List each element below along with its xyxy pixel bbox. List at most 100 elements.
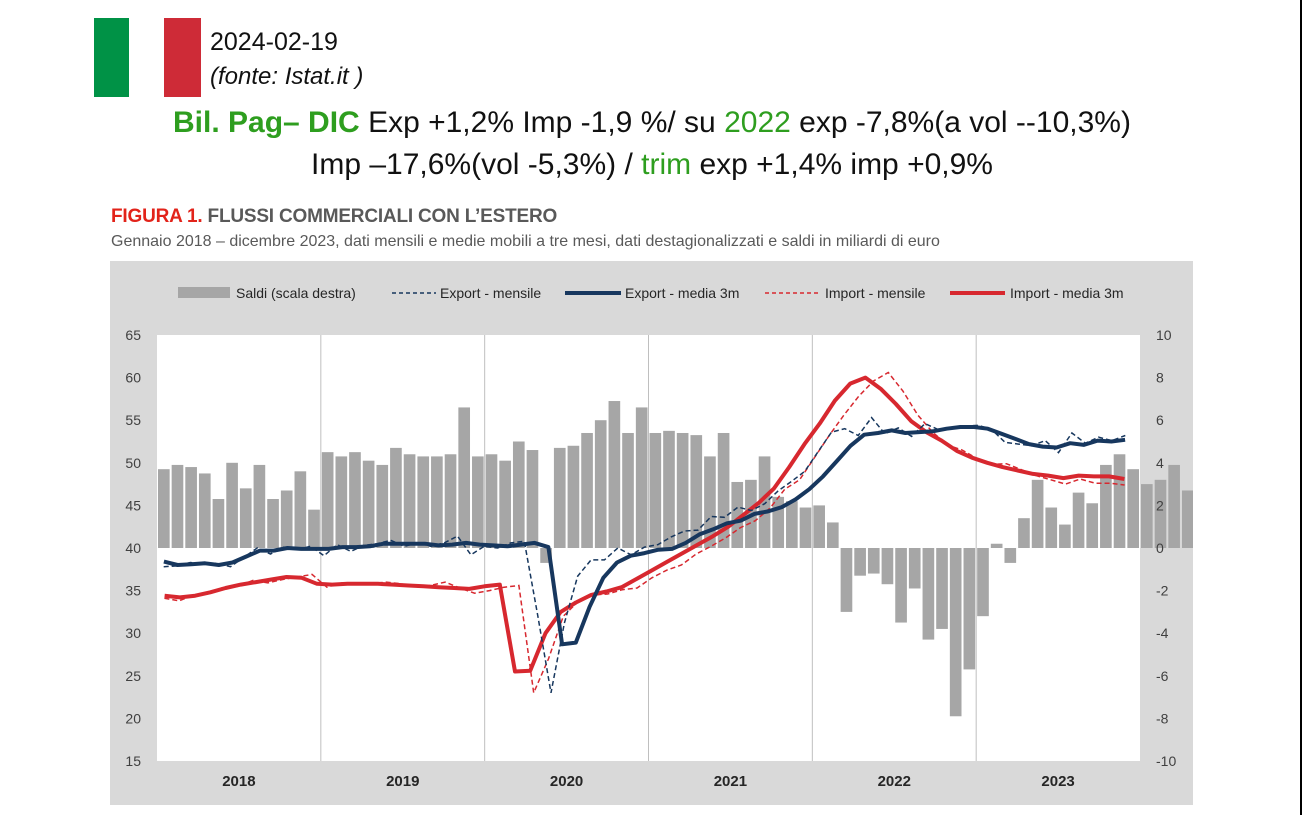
date-label: 2024-02-19 [210, 28, 338, 56]
saldi-bar [908, 548, 921, 589]
headline-text-2: exp -7,8%(a vol --10,3%) [790, 106, 1131, 139]
saldi-bar [526, 450, 539, 548]
saldi-bar [731, 481, 744, 548]
x-tick-label: 2019 [386, 773, 419, 790]
saldi-bar [376, 464, 389, 548]
y-left-tick-label: 35 [125, 583, 141, 599]
saldi-bar [226, 462, 238, 548]
y-left-tick-label: 50 [125, 455, 141, 471]
saldi-bar [758, 456, 771, 548]
trade-flows-chart: 15 20 25 30 35 40 45 50 55 60 65 -10 -8 -6 -4 -2 0 2 4 6 8 10… [110, 261, 1193, 805]
saldi-bar [294, 471, 307, 548]
headline-trim: trim [641, 148, 692, 181]
y-right-tick-label: 2 [1156, 497, 1164, 513]
chart-legend: Saldi (scala destra) Export - mensile Expo… [178, 285, 1124, 301]
saldi-bar [649, 432, 662, 548]
headline-label: Bil. Pag– DIC [173, 106, 360, 139]
saldi-bar [854, 548, 866, 576]
saldi-bar [690, 435, 703, 548]
saldi-bar [458, 407, 471, 548]
saldi-bar [335, 456, 348, 548]
y-left-tick-label: 15 [125, 753, 141, 769]
legend-label: Saldi (scala destra) [236, 285, 356, 301]
legend-label: Import - mensile [825, 285, 926, 301]
saldi-bar [799, 507, 812, 548]
saldi-bar [635, 407, 648, 548]
saldi-bar [1154, 479, 1167, 548]
y-left-tick-label: 65 [125, 327, 141, 343]
y-right-tick-label: 6 [1156, 412, 1164, 428]
figure-title-text: FLUSSI COMMERCIALI CON L’ESTERO [202, 206, 558, 227]
saldi-bar [949, 548, 962, 717]
source-label: (fonte: Istat.it ) [210, 63, 364, 90]
headline-text-1: Exp +1,2% Imp -1,9 %/ su [359, 106, 725, 139]
saldi-bar [417, 456, 430, 548]
saldi-bar [308, 509, 320, 548]
saldi-bar [403, 454, 416, 548]
saldi-bar [826, 522, 839, 548]
saldi-bar [663, 430, 675, 548]
saldi-bar [840, 548, 853, 612]
saldi-bar [1100, 464, 1112, 548]
italian-flag-red [164, 18, 201, 97]
headline-text-3: Imp –17,6%(vol -5,3%) / [311, 148, 642, 181]
figure-title: FIGURA 1. FLUSSI COMMERCIALI CON L’ESTER… [111, 206, 557, 228]
saldi-bar [1181, 490, 1193, 548]
import-avg3m-line [164, 375, 1125, 674]
x-tick-label: 2023 [1041, 773, 1074, 790]
saldi-bar [772, 496, 785, 548]
saldi-bar [1031, 479, 1044, 548]
saldi-bar [1086, 503, 1099, 548]
headline-text-4: exp +1,4% imp +0,9% [691, 148, 993, 181]
saldi-bar [676, 432, 689, 548]
y-right-tick-label: 10 [1156, 327, 1172, 343]
y-left-tick-label: 60 [125, 370, 141, 386]
saldi-bar [512, 441, 525, 548]
saldi-bar [212, 499, 225, 548]
y-right-tick-label: -10 [1156, 753, 1176, 769]
saldi-bar [267, 499, 279, 548]
legend-label: Import - media 3m [1010, 285, 1124, 301]
saldi-bar [1004, 548, 1017, 563]
saldi-bar [253, 464, 266, 548]
headline-line-1: Bil. Pag– DIC Exp +1,2% Imp -1,9 %/ su 2… [0, 106, 1304, 140]
saldi-bar [280, 490, 293, 548]
legend-swatch-saldi [178, 287, 230, 298]
y-left-tick-label: 45 [125, 497, 141, 513]
y-right-tick-label: 0 [1156, 540, 1164, 556]
y-right-tick-label: -8 [1156, 710, 1169, 726]
legend-label: Export - media 3m [625, 285, 739, 301]
saldi-bar [594, 420, 607, 548]
x-tick-label: 2022 [878, 773, 911, 790]
y-left-tick-label: 55 [125, 412, 141, 428]
saldi-bar [349, 452, 361, 548]
y-right-tick-label: -2 [1156, 583, 1169, 599]
saldi-bar [895, 548, 907, 623]
saldi-bar [990, 543, 1003, 548]
saldi-bar [239, 488, 252, 548]
saldi-bar [321, 452, 334, 548]
y-left-tick-label: 20 [125, 710, 141, 726]
saldi-bar [472, 456, 484, 548]
saldi-bar [553, 447, 566, 548]
saldi-bar [1059, 524, 1071, 548]
saldi-bar [1072, 492, 1085, 548]
saldi-bar [977, 548, 989, 617]
saldi-bar [431, 456, 443, 548]
saldi-bar [499, 460, 511, 548]
saldi-bar [1141, 484, 1153, 548]
y-left-tick-label: 25 [125, 668, 141, 684]
legend-label: Export - mensile [440, 285, 541, 301]
figure-subtitle: Gennaio 2018 – dicembre 2023, dati mensi… [111, 233, 940, 250]
saldi-bar [1168, 464, 1180, 548]
saldi-bar [786, 501, 798, 548]
saldi-bar [608, 401, 621, 548]
export-avg3m-line [163, 425, 1126, 647]
saldi-bar [390, 447, 402, 548]
y-right-tick-label: 4 [1156, 455, 1164, 471]
x-tick-label: 2018 [222, 773, 255, 790]
saldi-bar [704, 456, 716, 548]
figure-prefix: FIGURA 1. [111, 206, 203, 227]
y-left-tick-label: 30 [125, 625, 141, 641]
saldi-bar [362, 460, 375, 548]
